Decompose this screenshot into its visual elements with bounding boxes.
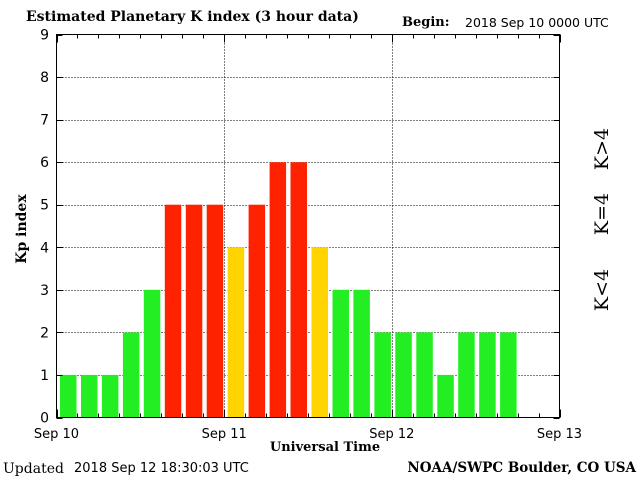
kp-bar bbox=[416, 332, 433, 418]
begin-value: 2018 Sep 10 0000 UTC bbox=[465, 15, 609, 30]
x-axis-label: Universal Time bbox=[269, 440, 381, 455]
y-tick-label: 0 bbox=[40, 411, 49, 427]
kp-bar bbox=[122, 332, 140, 418]
begin-label: Begin: bbox=[402, 15, 450, 30]
y-tick-label: 4 bbox=[40, 240, 49, 256]
y-tick-label: 9 bbox=[40, 28, 49, 44]
kp-bar bbox=[479, 332, 496, 418]
kp-bar bbox=[206, 204, 224, 418]
y-tick-label: 8 bbox=[40, 70, 49, 86]
kp-bar bbox=[248, 204, 266, 418]
kp-bar bbox=[143, 289, 161, 418]
y-tick-label: 6 bbox=[40, 155, 49, 171]
grid-lines bbox=[56, 34, 560, 418]
kp-bar bbox=[290, 162, 307, 418]
kp-bar bbox=[185, 204, 203, 418]
kp-bar bbox=[164, 204, 182, 418]
x-tick-label: Sep 11 bbox=[202, 427, 247, 442]
kp-bar bbox=[332, 289, 349, 418]
kp-bar bbox=[81, 374, 98, 418]
legend-k-equal-4: K=4 bbox=[591, 192, 613, 236]
footer-credit: NOAA/SWPC Boulder, CO USA bbox=[407, 460, 636, 476]
updated-time: 2018 Sep 12 18:30:03 UTC bbox=[74, 461, 249, 476]
y-tick-label: 3 bbox=[40, 283, 49, 299]
x-tick-labels: Sep 10 Sep 11 Sep 12 Sep 13 bbox=[34, 427, 582, 442]
legend-k-less-4: K<4 bbox=[591, 268, 613, 312]
legend-k-greater-4: K>4 bbox=[591, 127, 613, 171]
kp-bar bbox=[311, 247, 328, 418]
kp-bar bbox=[437, 374, 454, 418]
kp-bar bbox=[374, 332, 391, 418]
updated-prefix: Updated bbox=[3, 461, 64, 477]
kp-bar bbox=[353, 289, 370, 418]
kp-bar bbox=[458, 332, 475, 418]
x-tick-label: Sep 12 bbox=[369, 427, 414, 442]
kp-bar bbox=[227, 247, 245, 418]
y-tick-label: 1 bbox=[40, 368, 49, 384]
y-tick-label: 7 bbox=[40, 113, 49, 129]
x-tick-label: Sep 13 bbox=[537, 427, 582, 442]
bars bbox=[60, 162, 517, 418]
kp-bar bbox=[269, 162, 287, 418]
y-tick-label: 2 bbox=[40, 325, 49, 341]
kp-bar bbox=[101, 374, 119, 418]
kp-bar bbox=[60, 374, 77, 418]
kp-bar bbox=[395, 332, 412, 418]
y-axis-label: Kp index bbox=[14, 194, 30, 264]
y-tick-labels: 0 1 2 3 4 5 6 7 8 9 bbox=[40, 28, 49, 427]
kp-bar bbox=[500, 332, 517, 418]
y-tick-label: 5 bbox=[40, 198, 49, 214]
chart-title: Estimated Planetary K index (3 hour data… bbox=[26, 9, 359, 25]
axis-ticks bbox=[56, 34, 561, 419]
x-tick-label: Sep 10 bbox=[34, 427, 79, 442]
